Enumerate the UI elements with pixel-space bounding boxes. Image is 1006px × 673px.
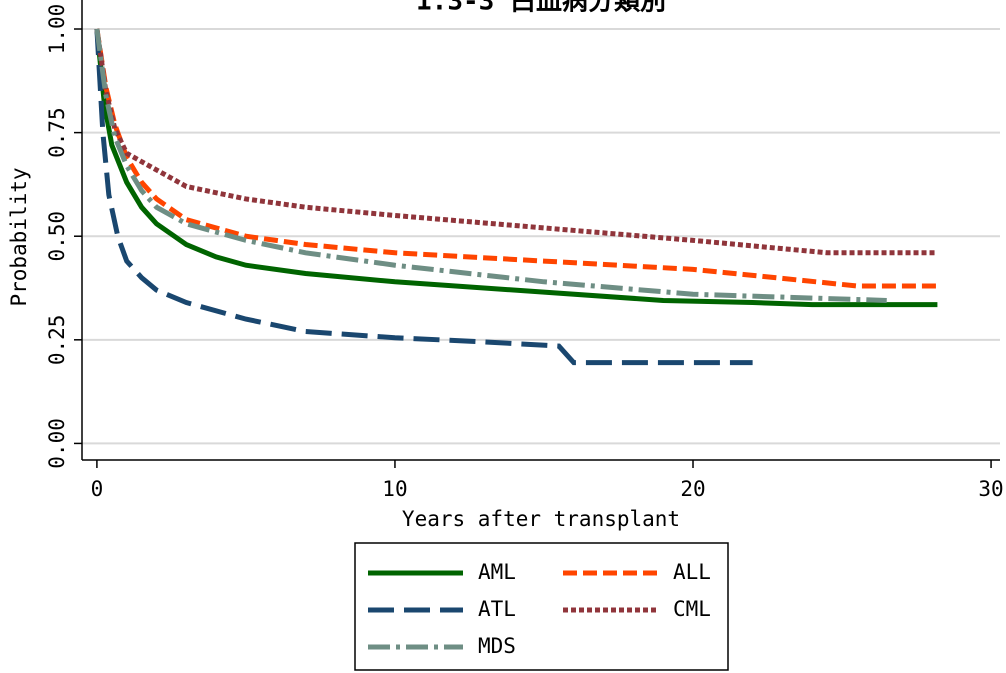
survival-line — [94, 28, 753, 366]
legend-label: MDS — [478, 634, 516, 658]
y-tick-label: 0.50 — [45, 211, 69, 262]
y-tick-label: 0.75 — [45, 107, 69, 158]
y-tick-label: 0.25 — [45, 315, 69, 366]
survival-line — [94, 28, 938, 308]
x-axis-label: Years after transplant — [402, 507, 680, 531]
survival-line — [94, 28, 938, 289]
x-tick-label: 0 — [91, 477, 104, 501]
y-axis-label: Probability — [7, 167, 31, 306]
x-tick-label: 30 — [978, 477, 1003, 501]
survival-line — [94, 28, 938, 256]
legend-label: AML — [478, 560, 516, 584]
survival-line — [94, 28, 887, 303]
chart-title: 1.3-3 白血病分類別 — [416, 0, 666, 17]
x-tick-label: 10 — [382, 477, 407, 501]
y-tick-label: 0.00 — [45, 418, 69, 469]
legend-label: CML — [673, 597, 711, 621]
legend-label: ATL — [478, 597, 516, 621]
x-tick-label: 20 — [680, 477, 705, 501]
y-tick-label: 1.00 — [45, 4, 69, 55]
legend-label: ALL — [673, 560, 711, 584]
